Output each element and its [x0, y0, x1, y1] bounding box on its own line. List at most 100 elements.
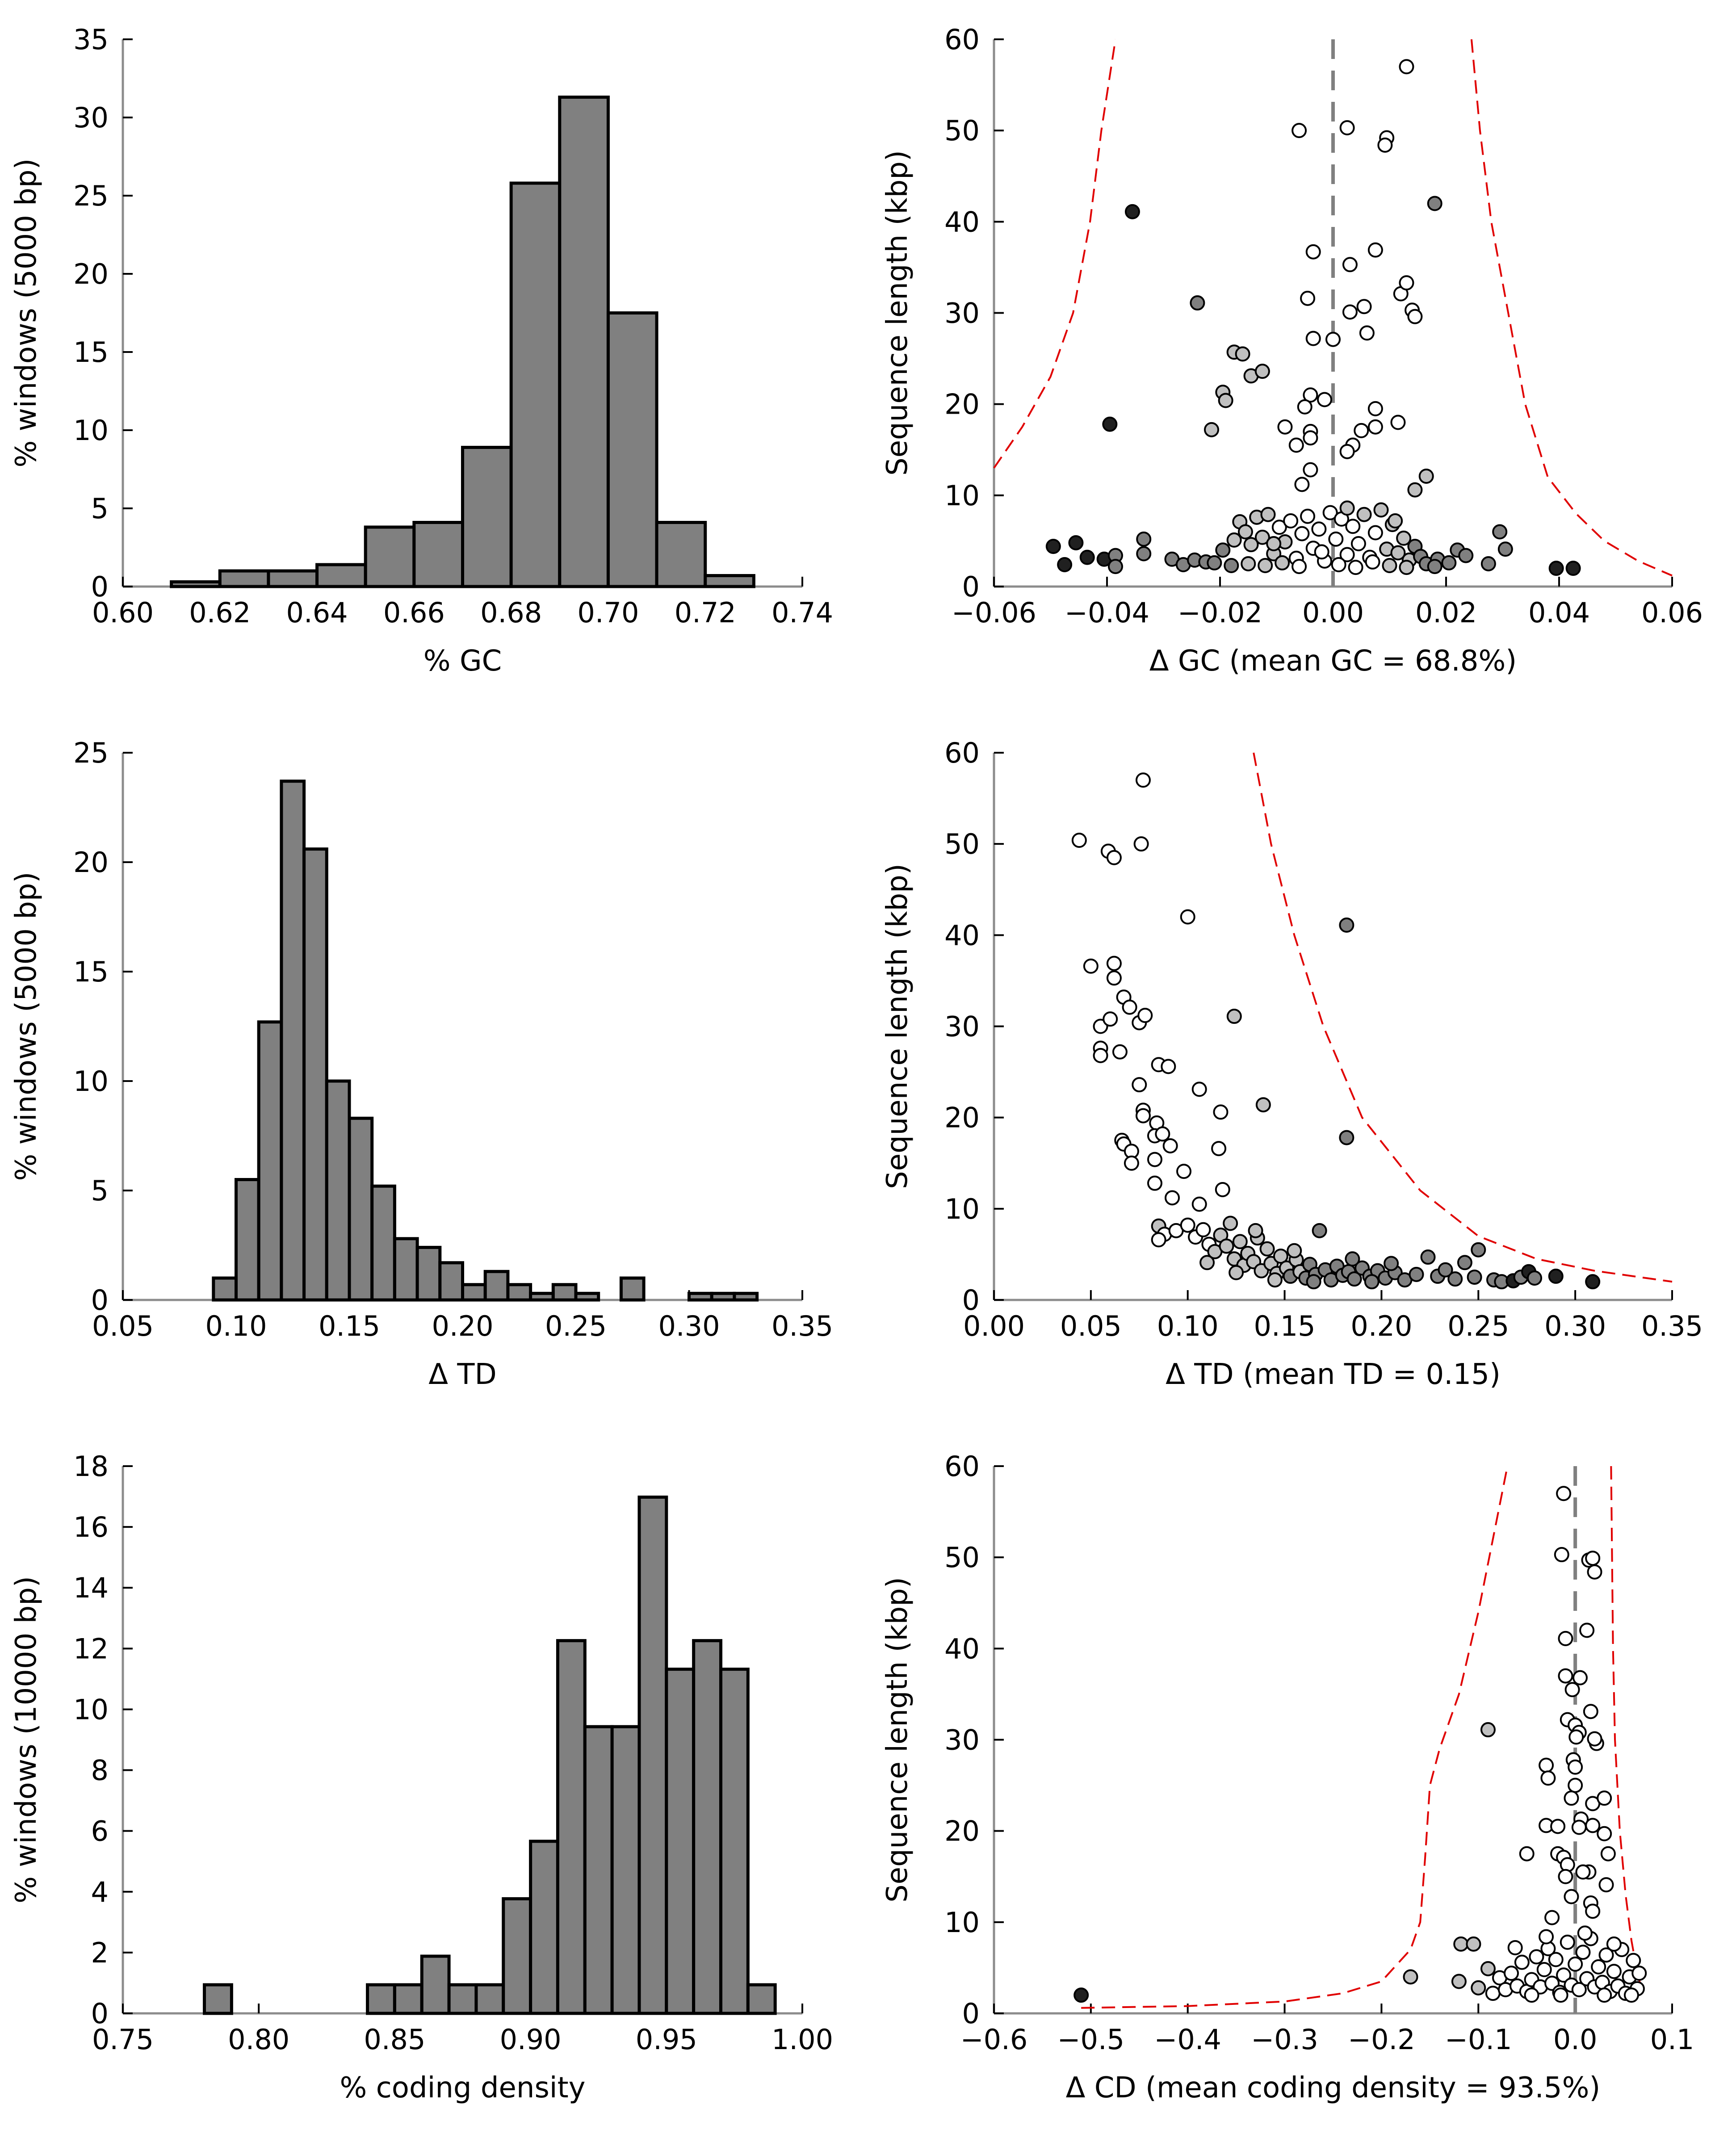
scatter-point	[1339, 1130, 1354, 1145]
y-tick-label: 20	[944, 1815, 980, 1848]
scatter-point	[1587, 1564, 1602, 1580]
scatter-point	[1241, 556, 1256, 571]
scatter-point	[1568, 1777, 1583, 1793]
scatter-point	[1103, 1011, 1118, 1027]
scatter-point	[1137, 1008, 1153, 1023]
x-tick-label: −0.1	[1445, 2023, 1512, 2056]
scatter-point	[1107, 559, 1123, 574]
scatter-point	[1133, 836, 1149, 852]
y-tick-label: 4	[91, 1876, 109, 1908]
y-tick-label: 18	[73, 1450, 109, 1483]
scatter-point	[1598, 1947, 1614, 1963]
x-tick-label: 1.00	[772, 2023, 833, 2056]
scatter-point	[1232, 1234, 1248, 1249]
scatter-point	[1226, 1009, 1242, 1024]
y-tick-label: 15	[73, 956, 109, 988]
scatter-point	[1407, 482, 1423, 498]
scatter-point	[1585, 1818, 1601, 1833]
histogram-bar	[506, 1283, 533, 1302]
y-tick-label: 20	[73, 846, 109, 879]
y-tick-label: 15	[73, 336, 109, 369]
scatter-point	[1556, 1486, 1572, 1501]
scatter-point	[1577, 1925, 1593, 1941]
scatter-point	[1215, 1182, 1230, 1197]
x-tick-label: 0.74	[772, 596, 833, 629]
x-axis-title: Δ TD (mean TD = 0.15)	[1166, 1358, 1501, 1391]
x-tick-label: 0.1	[1650, 2023, 1694, 2056]
scatter-point	[1606, 1936, 1622, 1952]
histogram-bar	[606, 311, 658, 588]
scatter-point	[1151, 1232, 1166, 1248]
scatter-point	[1258, 558, 1273, 574]
scatter-point	[1367, 525, 1383, 541]
scatter-point	[1507, 1940, 1523, 1955]
scatter-point	[1303, 430, 1318, 446]
scatter-point	[1568, 1729, 1584, 1745]
scatter-point	[1083, 958, 1099, 974]
scatter-point	[1480, 556, 1496, 571]
scatter-point	[1441, 555, 1457, 570]
scatter-point	[1600, 1846, 1616, 1861]
x-tick-label: 0.80	[228, 2023, 289, 2056]
scatter-point	[1224, 558, 1239, 574]
scatter-point	[1161, 1059, 1176, 1074]
scatter-point	[1568, 1956, 1583, 1972]
y-tick-label: 5	[91, 1174, 109, 1207]
histogram-bar	[415, 1245, 442, 1302]
scatter-point	[1147, 1175, 1162, 1191]
scatter-point	[1359, 325, 1375, 341]
y-tick-label: 20	[944, 388, 980, 421]
scatter-point	[1367, 419, 1383, 435]
panel-gc-scatter: −0.06 −0.04 −0.02 0.00 0.02 0.04 0.06 0 10 20 30 40…	[881, 23, 1703, 678]
y-tick-label: 25	[73, 180, 109, 212]
scatter-point	[1297, 399, 1312, 415]
scatter-point	[1331, 557, 1346, 572]
scatter-point	[1342, 304, 1358, 320]
x-tick-label: 0.15	[319, 1310, 380, 1342]
y-tick-label: 0	[962, 570, 980, 603]
x-tick-label: 0.04	[1528, 596, 1590, 629]
scatter-point	[1223, 1216, 1238, 1231]
x-tick-label: 0.00	[1302, 596, 1364, 629]
x-tick-label: 0.25	[1447, 1310, 1509, 1342]
histogram-bar	[529, 1840, 559, 2015]
histogram-bar	[212, 1276, 238, 1302]
x-tick-label: 0.06	[1641, 596, 1703, 629]
histogram-bar	[637, 1495, 668, 2015]
histogram-bar	[688, 1291, 713, 1302]
y-axis-title: % windows (10000 bp)	[10, 1576, 43, 1903]
scatter-point	[1219, 1238, 1234, 1254]
scatter-point	[1466, 1936, 1481, 1952]
y-tick-label: 10	[73, 1693, 109, 1726]
scatter-point	[1339, 917, 1354, 933]
scatter-point	[1254, 364, 1270, 379]
x-tick-label: 0.64	[286, 596, 348, 629]
scatter-point	[1390, 545, 1406, 561]
x-tick-label: 0.02	[1415, 596, 1477, 629]
scatter-point	[1132, 1077, 1147, 1093]
scatter-point	[1492, 524, 1508, 540]
scatter-point	[1345, 1251, 1360, 1267]
histogram-bar	[420, 1954, 451, 2015]
scatter-point	[1266, 536, 1282, 552]
x-tick-label: 0.75	[92, 2023, 154, 2056]
histogram-bar	[364, 525, 416, 588]
x-axis-title: % coding density	[340, 2071, 585, 2104]
x-tick-label: 0.05	[92, 1310, 154, 1342]
scatter-point	[1311, 521, 1327, 537]
scatter-point	[1235, 346, 1250, 362]
histogram-bar	[447, 1983, 478, 2015]
y-tick-label: 8	[91, 1754, 109, 1787]
y-tick-label: 60	[944, 1450, 980, 1483]
scatter-point	[1237, 524, 1253, 540]
y-tick-label: 35	[73, 23, 109, 56]
panel-gc-histogram: 0.60 0.62 0.64 0.66 0.68 0.70 0.72 0.74 0 5 10 15 20…	[10, 23, 833, 678]
scatter-point	[1575, 1864, 1591, 1880]
scatter-point	[1558, 1869, 1573, 1884]
x-tick-label: 0.10	[205, 1310, 267, 1342]
scatter-point	[1451, 1974, 1467, 1989]
boundary-curve-left	[1081, 1466, 1509, 2009]
scatter-point	[1529, 1949, 1544, 1965]
scatter-point	[1348, 560, 1363, 575]
y-tick-label: 16	[73, 1511, 109, 1543]
